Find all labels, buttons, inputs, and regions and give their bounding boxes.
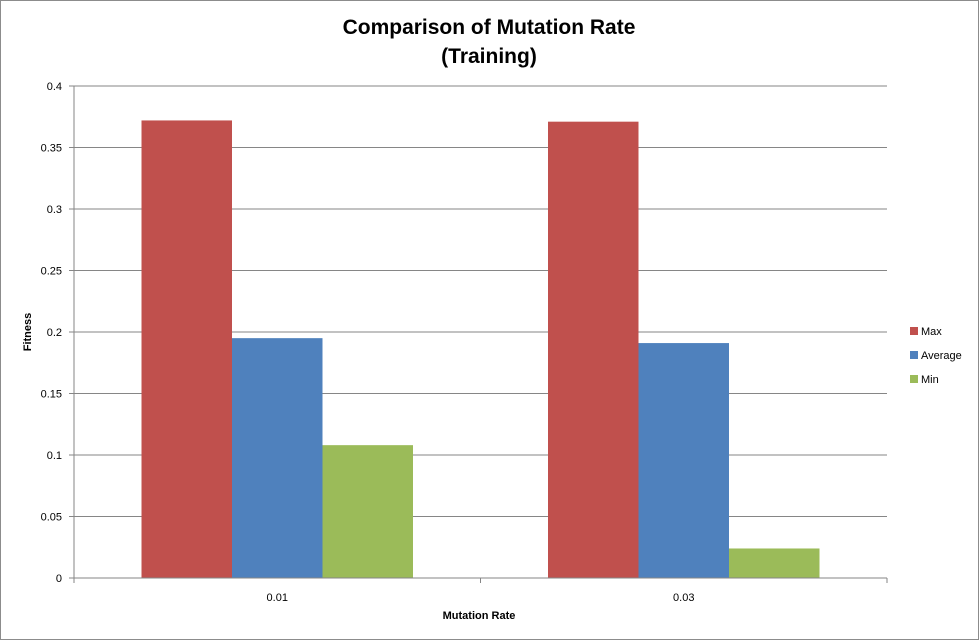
x-tick-label: 0.01 [267, 592, 288, 604]
legend-swatch-min [910, 375, 918, 383]
legend-label-min: Min [921, 374, 939, 386]
y-tick-label: 0.35 [41, 143, 62, 155]
y-tick-label: 0.15 [41, 389, 62, 401]
axes [69, 85, 888, 583]
bar-average-0.01 [232, 338, 323, 578]
y-tick-label: 0.3 [47, 204, 62, 216]
bar-max-0.03 [548, 121, 639, 579]
tick-labels: 0 0.05 0.1 0.15 0.2 0.25 0.3 0.35 0.4 0.01 0.03 [41, 81, 695, 604]
y-tick-label: 0 [56, 573, 62, 585]
bar-average-0.03 [638, 343, 729, 578]
y-axis-title: Fitness [22, 313, 34, 352]
legend-label-max: Max [921, 326, 942, 338]
y-tick-label: 0.2 [47, 327, 62, 339]
bar-min-0.01 [322, 445, 413, 578]
bars [141, 120, 820, 579]
legend-swatch-max [910, 327, 918, 335]
legend-label-average: Average [921, 350, 962, 362]
chart-title-line-2: (Training) [441, 45, 537, 68]
y-tick-label: 0.25 [41, 266, 62, 278]
y-tick-label: 0.4 [47, 81, 62, 93]
bar-min-0.03 [729, 548, 820, 578]
y-tick-label: 0.1 [47, 450, 62, 462]
x-axis-title: Mutation Rate [443, 610, 516, 622]
legend-swatch-average [910, 351, 918, 359]
x-tick-label: 0.03 [673, 592, 694, 604]
bar-max-0.01 [141, 120, 232, 578]
legend: Max Average Min [910, 326, 962, 386]
chart-title-line-1: Comparison of Mutation Rate [343, 16, 636, 39]
y-tick-label: 0.05 [41, 512, 62, 524]
